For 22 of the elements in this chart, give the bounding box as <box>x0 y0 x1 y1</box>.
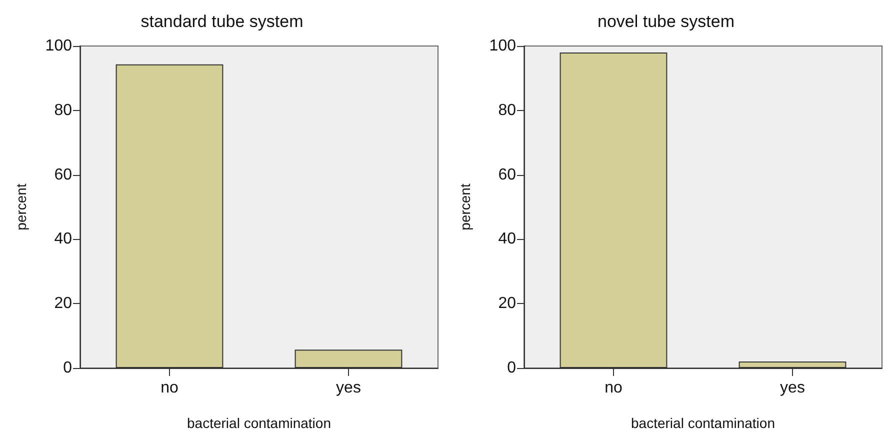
y-axis-title: percent <box>13 184 29 230</box>
y-tick-label: 100 <box>45 38 72 54</box>
y-axis-title: percent <box>457 184 473 230</box>
x-tick-label: no <box>160 380 178 396</box>
x-tick-label: yes <box>336 380 361 396</box>
x-tick-label: yes <box>780 380 805 396</box>
y-tick-label: 80 <box>54 102 72 119</box>
y-tick-label: 20 <box>54 295 72 312</box>
y-tick-label: 60 <box>498 166 516 184</box>
y-tick-label: 0 <box>507 360 516 376</box>
x-axis-title: bacterial contamination <box>187 415 331 431</box>
y-tick-label: 100 <box>489 38 516 54</box>
y-tick-label: 40 <box>54 230 72 248</box>
y-tick-label: 60 <box>54 166 72 184</box>
y-tick-label: 20 <box>498 295 516 312</box>
y-tick-label: 0 <box>63 360 72 376</box>
y-tick-label: 80 <box>498 102 516 119</box>
chart-title: novel tube system <box>597 12 735 31</box>
chart-title: standard tube system <box>140 12 304 31</box>
x-tick-label: no <box>604 380 622 396</box>
x-axis-title: bacterial contamination <box>631 415 775 431</box>
y-tick-label: 40 <box>498 230 516 248</box>
